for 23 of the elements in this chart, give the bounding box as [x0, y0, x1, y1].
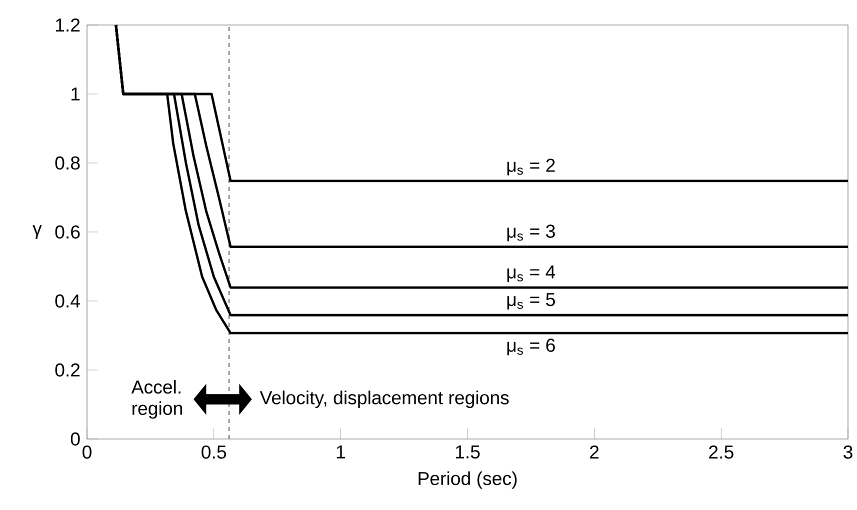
series-label: μ$_{s}$ = 5 — [507, 293, 555, 310]
x-tick-label: 3 — [844, 445, 852, 459]
y-tick-label: 1 — [72, 88, 80, 100]
y-axis-title: γ — [32, 225, 42, 239]
series-label: μ$_{s}$ = 4 — [507, 266, 556, 282]
y-tick-label: 0.2 — [55, 363, 80, 377]
series-label: μ$_{s}$ = 2 — [507, 158, 555, 176]
annotation: Velocity, displacement regions — [260, 390, 509, 408]
annotation: Accel. region — [131, 380, 182, 419]
series-label: μ$_{s}$ = 6 — [507, 338, 555, 356]
x-tick-label: 2 — [590, 445, 599, 459]
y-tick-label: 0.8 — [55, 156, 80, 170]
x-tick-label: 2.5 — [709, 445, 734, 459]
x-axis-title: Period (sec) — [418, 471, 517, 489]
x-tick-label: 1.5 — [456, 445, 480, 459]
y-tick-label: 0 — [70, 432, 80, 446]
series-label: μ$_{s}$ = 3 — [507, 224, 555, 242]
y-tick-label: 0.4 — [55, 294, 80, 308]
x-tick-label: 0.5 — [202, 445, 226, 459]
y-tick-label: 1.2 — [56, 18, 80, 32]
y-tick-label: 0.6 — [55, 225, 80, 239]
x-tick-label: 0 — [82, 445, 92, 459]
x-tick-label: 1 — [336, 445, 345, 458]
